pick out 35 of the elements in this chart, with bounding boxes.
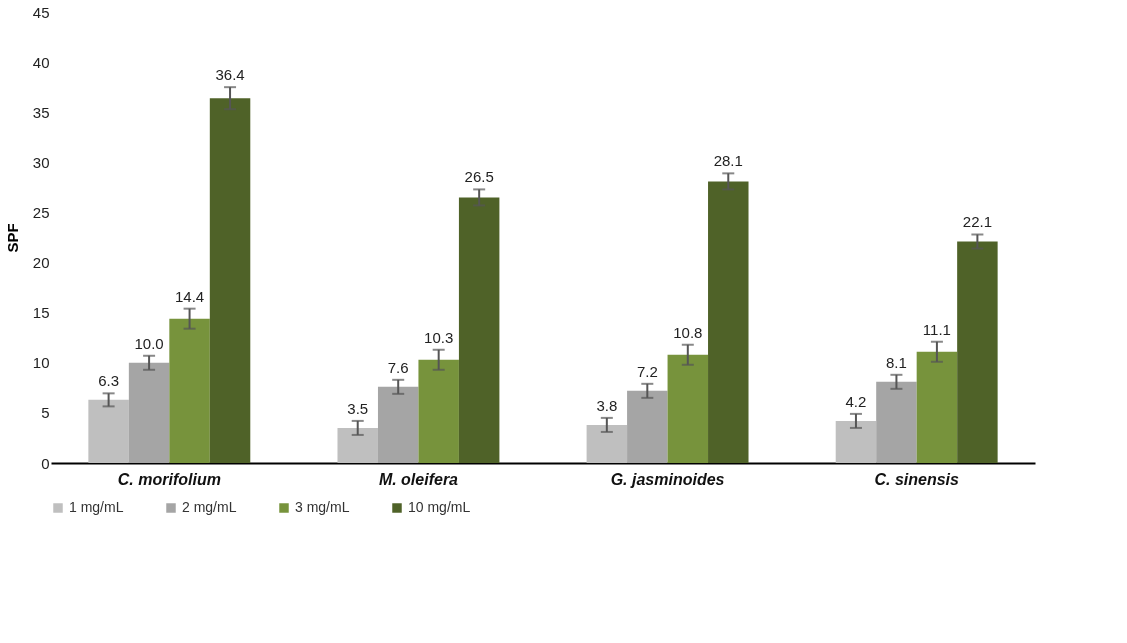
y-tick-label: 15 xyxy=(32,304,50,322)
y-tick-label: 20 xyxy=(32,254,50,272)
data-label: 36.4 xyxy=(215,66,245,84)
data-label: 22.1 xyxy=(962,213,992,231)
y-tick-label: 40 xyxy=(32,53,50,71)
y-tick-label: 0 xyxy=(41,454,50,472)
data-label: 7.2 xyxy=(636,362,658,380)
data-label: 10.8 xyxy=(673,323,703,341)
data-label: 3.5 xyxy=(347,399,369,417)
data-label: 10.3 xyxy=(424,328,454,346)
data-label: 4.2 xyxy=(845,392,867,410)
data-label: 10.0 xyxy=(134,334,164,352)
x-tick-label: C. morifolium xyxy=(117,470,221,488)
x-tick-label: C. sinensis xyxy=(874,470,960,488)
y-axis-title: SPF xyxy=(3,223,21,253)
y-tick-label: 35 xyxy=(32,103,50,121)
y-tick-label: 5 xyxy=(41,404,50,422)
y-tick-label: 45 xyxy=(32,3,50,21)
legend-label: 3 mg/mL xyxy=(295,499,350,515)
data-label: 3.8 xyxy=(596,396,618,414)
data-label: 8.1 xyxy=(886,353,907,371)
legend-label: 1 mg/mL xyxy=(69,499,124,515)
y-tick-label: 10 xyxy=(32,354,50,372)
data-label: 6.3 xyxy=(98,372,120,390)
data-label: 7.6 xyxy=(387,358,409,376)
x-tick-label: G. jasminoides xyxy=(610,470,725,488)
data-label: 11.1 xyxy=(922,320,951,338)
data-label: 28.1 xyxy=(713,152,743,170)
data-label: 26.5 xyxy=(464,168,494,186)
legend-label: 10 mg/mL xyxy=(408,499,471,515)
y-tick-label: 30 xyxy=(32,153,50,171)
data-label: 14.4 xyxy=(174,287,205,305)
y-tick-label: 25 xyxy=(32,203,50,221)
x-tick-label: M. oleifera xyxy=(378,470,459,488)
legend-label: 2 mg/mL xyxy=(182,499,237,515)
